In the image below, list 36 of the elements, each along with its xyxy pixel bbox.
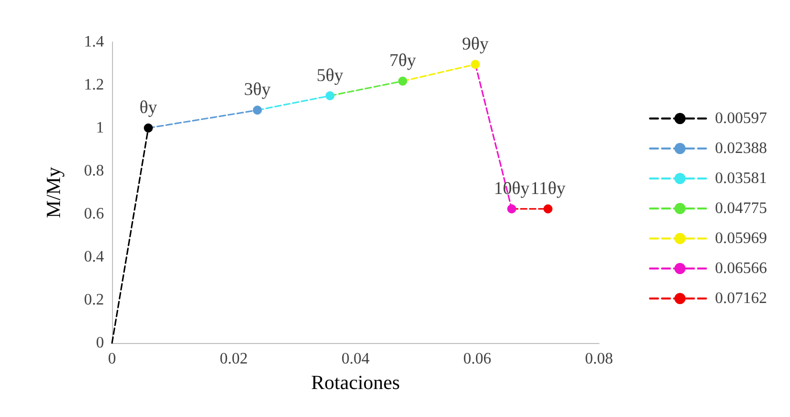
y-tick-label: 1: [96, 120, 104, 136]
x-tick-label: 0.04: [342, 350, 370, 368]
point: [252, 106, 262, 115]
y-tick-label: 0.6: [84, 206, 104, 222]
x-axis-title: Rotaciones: [311, 372, 400, 394]
annotation: 9θy: [462, 33, 489, 54]
x-tick-label: 0.08: [585, 350, 613, 368]
y-tick-label: 0.8: [84, 162, 104, 180]
legend-label: 0.06566: [715, 260, 767, 277]
y-tick-label: 0: [96, 334, 104, 352]
annotation: 7θy: [389, 50, 416, 70]
legend-label: 0.04775: [715, 200, 767, 217]
legend-label: 0.00597: [715, 110, 767, 127]
x-tick-label: 0.02: [220, 350, 248, 368]
y-tick-label: 1.2: [84, 76, 104, 94]
point: [326, 91, 334, 100]
y-tick-label: 0.4: [84, 248, 104, 266]
annotation: 10θy: [494, 178, 530, 198]
legend-label: 0.03581: [715, 170, 767, 187]
annotation: 3θy: [244, 79, 271, 100]
x-tick-label: 0.06: [463, 350, 492, 368]
x-tick-label: 0: [108, 350, 116, 368]
legend-label: 0.02388: [715, 140, 767, 157]
annotation: 11θy: [530, 178, 566, 198]
point: [543, 204, 552, 214]
y-tick-label: 0.2: [84, 292, 104, 308]
y-axis-title: M/My: [43, 166, 65, 218]
legend-label: 0.07162: [715, 290, 767, 307]
annotation: 5θy: [316, 64, 344, 85]
annotation: θy: [140, 97, 158, 117]
point: [144, 124, 153, 132]
y-tick-label: 1.4: [84, 34, 104, 50]
legend-label: 0.05969: [715, 230, 767, 247]
point: [398, 76, 408, 86]
point: [470, 60, 480, 69]
point: [507, 204, 516, 214]
